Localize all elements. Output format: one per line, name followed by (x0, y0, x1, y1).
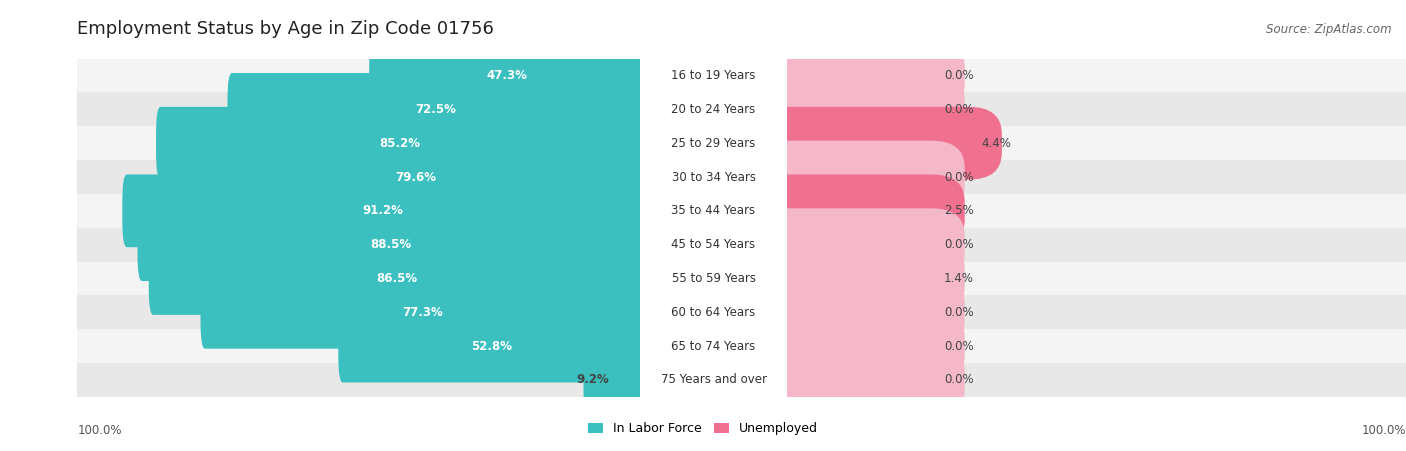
Text: 100.0%: 100.0% (77, 424, 122, 437)
Bar (787, 329, 1406, 363)
Text: 30 to 34 Years: 30 to 34 Years (672, 170, 755, 184)
FancyBboxPatch shape (755, 344, 965, 416)
Text: 0.0%: 0.0% (943, 238, 974, 251)
Text: 0.0%: 0.0% (943, 69, 974, 82)
Bar (77, 92, 640, 126)
Bar (787, 194, 1406, 228)
FancyBboxPatch shape (755, 39, 965, 112)
Text: 1.4%: 1.4% (943, 272, 974, 285)
FancyBboxPatch shape (138, 208, 644, 281)
Text: 16 to 19 Years: 16 to 19 Years (671, 69, 756, 82)
Legend: In Labor Force, Unemployed: In Labor Force, Unemployed (583, 417, 823, 440)
FancyBboxPatch shape (149, 242, 644, 315)
FancyBboxPatch shape (755, 310, 965, 382)
Text: 52.8%: 52.8% (471, 340, 512, 353)
Text: 9.2%: 9.2% (576, 373, 609, 387)
Bar (787, 262, 1406, 295)
Text: 77.3%: 77.3% (402, 306, 443, 319)
Text: 88.5%: 88.5% (370, 238, 412, 251)
Text: 85.2%: 85.2% (380, 137, 420, 150)
Text: 79.6%: 79.6% (395, 170, 436, 184)
FancyBboxPatch shape (755, 276, 965, 349)
Text: 100.0%: 100.0% (1361, 424, 1406, 437)
Bar (787, 126, 1406, 160)
Text: 75 Years and over: 75 Years and over (661, 373, 766, 387)
Bar (787, 160, 1406, 194)
Text: 35 to 44 Years: 35 to 44 Years (672, 204, 755, 217)
Text: 86.5%: 86.5% (375, 272, 418, 285)
Text: 20 to 24 Years: 20 to 24 Years (672, 103, 755, 116)
FancyBboxPatch shape (755, 141, 965, 213)
FancyBboxPatch shape (228, 73, 644, 146)
Bar (787, 295, 1406, 329)
Text: 0.0%: 0.0% (943, 373, 974, 387)
FancyBboxPatch shape (755, 175, 965, 247)
Text: 2.5%: 2.5% (943, 204, 974, 217)
FancyBboxPatch shape (755, 73, 965, 146)
Text: 0.0%: 0.0% (943, 340, 974, 353)
Bar (787, 363, 1406, 397)
FancyBboxPatch shape (755, 107, 1002, 179)
Text: 0.0%: 0.0% (943, 170, 974, 184)
FancyBboxPatch shape (583, 344, 644, 416)
Text: 25 to 29 Years: 25 to 29 Years (672, 137, 755, 150)
Text: Source: ZipAtlas.com: Source: ZipAtlas.com (1267, 23, 1392, 36)
Bar (77, 194, 640, 228)
Bar (77, 363, 640, 397)
Text: 45 to 54 Years: 45 to 54 Years (672, 238, 755, 251)
Bar (77, 59, 640, 92)
Text: Employment Status by Age in Zip Code 01756: Employment Status by Age in Zip Code 017… (77, 20, 494, 38)
FancyBboxPatch shape (755, 208, 965, 281)
FancyBboxPatch shape (156, 107, 644, 179)
Text: 91.2%: 91.2% (363, 204, 404, 217)
FancyBboxPatch shape (370, 39, 644, 112)
Bar (77, 126, 640, 160)
Bar (787, 59, 1406, 92)
FancyBboxPatch shape (201, 276, 644, 349)
Bar (787, 228, 1406, 262)
FancyBboxPatch shape (122, 175, 644, 247)
Bar (77, 160, 640, 194)
Bar (77, 228, 640, 262)
FancyBboxPatch shape (339, 310, 644, 382)
Text: 0.0%: 0.0% (943, 306, 974, 319)
Bar (77, 329, 640, 363)
Bar (787, 92, 1406, 126)
Bar (77, 295, 640, 329)
FancyBboxPatch shape (755, 242, 965, 315)
Text: 72.5%: 72.5% (415, 103, 457, 116)
Text: 4.4%: 4.4% (981, 137, 1011, 150)
Text: 47.3%: 47.3% (486, 69, 527, 82)
Text: 60 to 64 Years: 60 to 64 Years (672, 306, 755, 319)
Text: 0.0%: 0.0% (943, 103, 974, 116)
Bar (77, 262, 640, 295)
FancyBboxPatch shape (187, 141, 644, 213)
Text: 65 to 74 Years: 65 to 74 Years (672, 340, 755, 353)
Text: 55 to 59 Years: 55 to 59 Years (672, 272, 755, 285)
